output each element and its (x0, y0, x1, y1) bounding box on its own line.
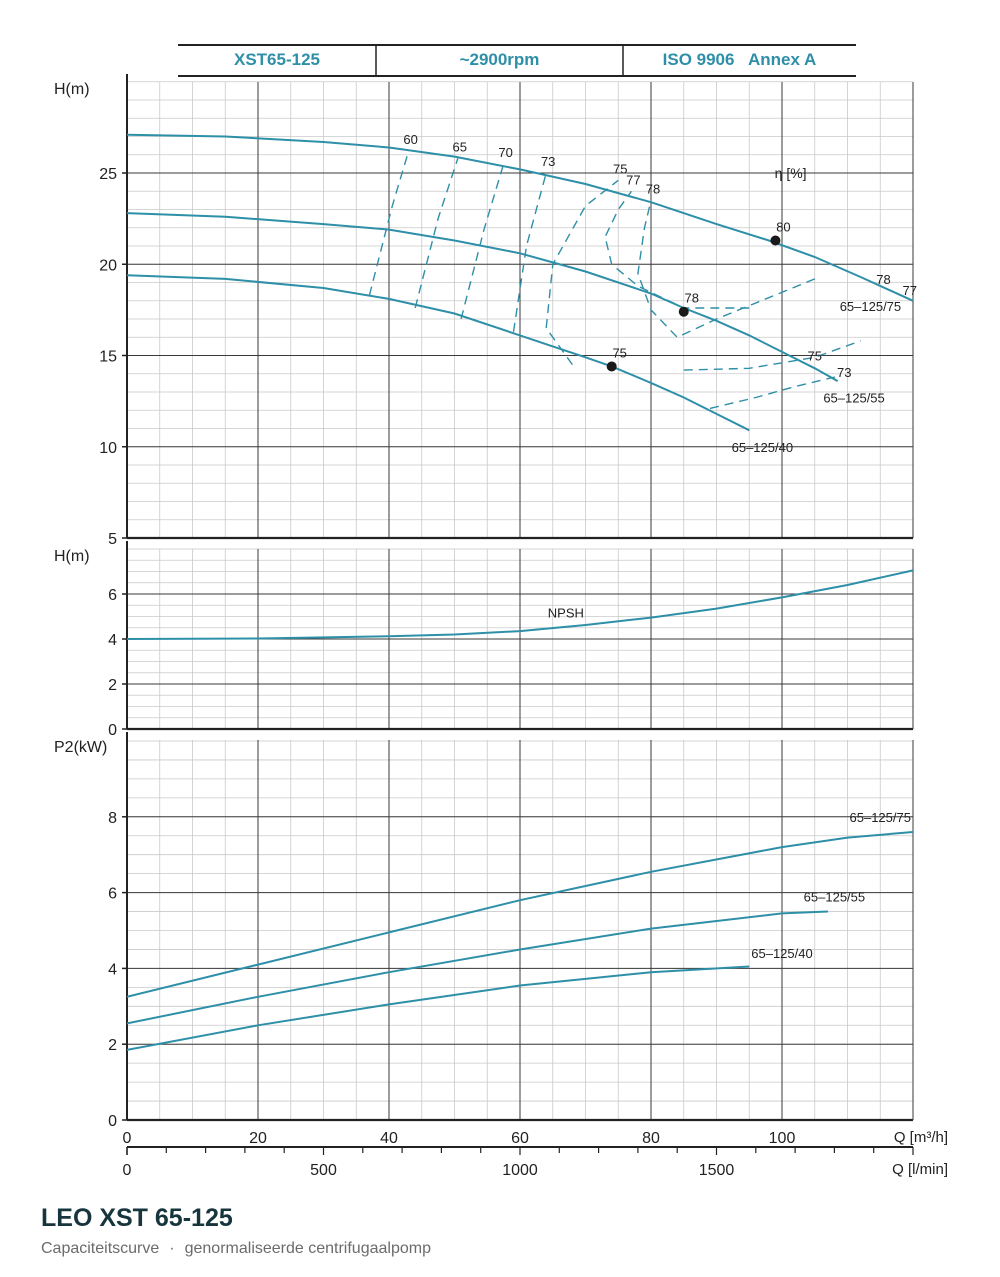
p3-y-tick-label: 0 (108, 1113, 117, 1130)
best-efficiency-point (770, 235, 781, 246)
footer-subtitle: Capaciteitscurve · genormaliseerde centrif… (41, 1240, 431, 1258)
iso-efficiency-label: 65 (453, 139, 467, 154)
p3-y-tick-label: 4 (108, 961, 117, 978)
p1-y-tick-label: 20 (99, 257, 117, 274)
efficiency-axis-label: η [%] (775, 165, 807, 181)
subtitle-separator: · (169, 1240, 175, 1257)
iso-efficiency-line (460, 163, 505, 320)
iso-efficiency-line (637, 200, 816, 339)
header-standard: ISO 9906 Annex A (662, 50, 817, 69)
iso-efficiency-line (545, 179, 619, 366)
npsh-label: NPSH (548, 605, 584, 620)
x2-tick-label: 0 (123, 1162, 132, 1179)
best-efficiency-point (678, 306, 689, 317)
p1-y-tick-label: 25 (99, 166, 117, 183)
iso-efficiency-label: 78 (646, 181, 660, 196)
p1-y-tick-label: 10 (99, 440, 117, 457)
curve-label: 77 (902, 283, 916, 298)
p1-y-tick-label: 15 (99, 349, 117, 366)
x-tick-label: 0 (123, 1130, 132, 1147)
best-efficiency-point (606, 361, 617, 372)
power-curve-label: 65–125/75 (850, 810, 911, 825)
iso-efficiency-label: 77 (626, 172, 640, 187)
curve-label: 65–125/75 (840, 299, 901, 314)
x-tick-label: 40 (380, 1130, 398, 1147)
x2-tick-label: 1500 (699, 1162, 735, 1179)
curve-label: 65–125/55 (823, 390, 884, 405)
iso-efficiency-line (368, 150, 410, 296)
x-tick-label: 60 (511, 1130, 529, 1147)
iso-efficiency-label: 70 (498, 145, 512, 160)
iso-efficiency-label: 75 (613, 161, 627, 176)
footer-title: LEO XST 65-125 (41, 1204, 233, 1232)
p2-series-line (126, 569, 914, 640)
iso-efficiency-extension (683, 340, 861, 371)
p1-series-line (126, 212, 839, 382)
p3-series-line (126, 831, 914, 998)
p3-y-axis-label: P2(kW) (54, 739, 107, 756)
p2-y-axis-label: H(m) (54, 548, 90, 565)
p3-series-line (126, 965, 750, 1051)
header-speed: ~2900rpm (459, 50, 540, 69)
x-tick-label: 100 (769, 1130, 796, 1147)
p3-y-tick-label: 2 (108, 1037, 117, 1054)
p1-series-line (126, 274, 750, 432)
curve-label: 78 (876, 272, 890, 287)
p2-y-tick-label: 0 (108, 722, 117, 739)
p2-y-tick-label: 6 (108, 587, 117, 604)
p3-series-line (126, 910, 828, 1025)
p3-y-tick-label: 8 (108, 810, 117, 827)
x-axis-label: Q [m³/h] (894, 1129, 948, 1146)
p2-y-tick-label: 2 (108, 677, 117, 694)
x-tick-label: 20 (249, 1130, 267, 1147)
x2-axis-label: Q [l/min] (892, 1161, 948, 1178)
p1-series-line (126, 133, 914, 302)
iso-efficiency-line (604, 190, 750, 309)
iso-efficiency-line (414, 158, 459, 309)
iso-efficiency-line (512, 172, 547, 332)
x-tick-label: 80 (642, 1130, 660, 1147)
subtitle-right: genormaliseerde centrifugaalpomp (184, 1240, 431, 1257)
best-efficiency-label: 78 (685, 291, 699, 306)
p1-y-tick-label: 5 (108, 531, 117, 548)
subtitle-left: Capaciteitscurve (41, 1240, 160, 1257)
p2-y-tick-label: 4 (108, 632, 117, 649)
best-efficiency-label: 80 (776, 220, 790, 235)
curve-label: 65–125/40 (732, 440, 793, 455)
power-curve-label: 65–125/55 (804, 889, 865, 904)
iso-efficiency-label: 60 (403, 132, 417, 147)
iso-efficiency-extension (709, 374, 842, 410)
power-curve-label: 65–125/40 (751, 946, 812, 961)
p1-y-axis-label: H(m) (54, 81, 90, 98)
header-model: XST65-125 (234, 50, 320, 69)
curve-label: 75 (808, 349, 822, 364)
p3-y-tick-label: 6 (108, 886, 117, 903)
best-efficiency-label: 75 (612, 345, 626, 360)
x2-tick-label: 500 (310, 1162, 337, 1179)
curve-label: 73 (837, 365, 851, 380)
iso-efficiency-label: 73 (541, 154, 555, 169)
x2-tick-label: 1000 (502, 1162, 538, 1179)
